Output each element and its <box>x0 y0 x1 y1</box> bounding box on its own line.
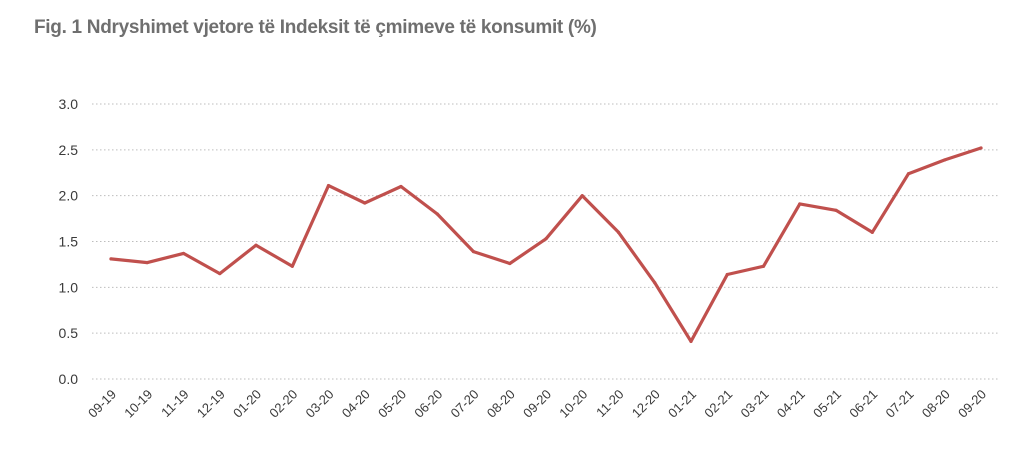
x-tick-label: 03-20 <box>303 387 337 421</box>
x-tick-label: 03-21 <box>738 387 772 421</box>
x-tick-label: 10-20 <box>556 387 590 421</box>
y-tick-label: 2.5 <box>59 142 79 158</box>
data-point <box>145 260 149 265</box>
x-tick-label: 12-19 <box>194 387 228 421</box>
x-tick-label: 09-20 <box>955 387 989 421</box>
data-point <box>508 261 512 266</box>
data-point <box>616 230 621 234</box>
x-tick-label: 01-20 <box>230 387 264 421</box>
x-tick-label: 09-19 <box>85 387 119 421</box>
x-tick-label: 12-20 <box>629 387 663 421</box>
data-point <box>943 158 947 162</box>
data-point <box>181 251 186 256</box>
data-point <box>761 264 766 268</box>
x-tick-label: 09-20 <box>520 387 554 421</box>
data-point <box>725 272 729 277</box>
series-line <box>109 146 983 343</box>
y-tick-label: 2.0 <box>59 188 79 204</box>
data-point <box>109 257 113 261</box>
x-tick-label: 07-20 <box>448 387 482 421</box>
y-tick-label: 0.5 <box>59 325 79 341</box>
x-tick-label: 10-19 <box>121 387 155 421</box>
x-tick-label: 08-20 <box>484 387 518 421</box>
data-point <box>798 202 802 206</box>
data-point <box>580 194 584 198</box>
data-point <box>435 212 439 216</box>
data-point <box>218 271 222 276</box>
y-tick-label: 3.0 <box>59 96 79 112</box>
y-tick-label: 0.0 <box>59 371 79 387</box>
x-tick-label: 04-21 <box>774 387 808 421</box>
data-point <box>906 172 911 176</box>
x-axis-ticks: 09-19 10-19 11-19 12-19 01-20 02-20 03-20 04-20… <box>85 387 989 421</box>
x-tick-label: 08-20 <box>919 387 953 421</box>
x-tick-label: 07-21 <box>883 387 917 421</box>
data-point <box>689 339 693 344</box>
x-tick-label: 05-21 <box>810 387 844 421</box>
data-point <box>399 184 403 189</box>
data-point <box>290 264 294 268</box>
x-tick-label: 05-20 <box>375 387 409 421</box>
data-point <box>653 281 657 285</box>
x-tick-label: 11-19 <box>158 387 191 420</box>
y-axis-ticks: 0.0 0.5 1.0 1.5 2.0 2.5 3.0 <box>59 96 79 387</box>
x-tick-label: 02-21 <box>701 387 735 421</box>
x-tick-label: 06-21 <box>846 387 880 421</box>
x-tick-label: 06-20 <box>411 387 445 421</box>
y-tick-label: 1.0 <box>59 279 79 295</box>
data-point <box>979 146 983 150</box>
data-point <box>544 237 548 241</box>
chart-title: Fig. 1 Ndryshimet vjetore të Indeksit të… <box>34 17 597 38</box>
data-point <box>254 243 258 247</box>
x-tick-label: 01-21 <box>665 387 699 421</box>
x-tick-label: 04-20 <box>339 387 373 421</box>
data-point <box>363 201 367 205</box>
data-point <box>870 230 874 234</box>
data-point <box>834 208 838 212</box>
y-tick-label: 1.5 <box>59 234 79 250</box>
data-point <box>326 183 331 188</box>
x-tick-label: 02-20 <box>266 387 300 421</box>
x-tick-label: 11-20 <box>593 387 626 420</box>
grid-lines <box>92 103 1000 380</box>
data-point <box>471 249 476 254</box>
series-layer <box>109 146 983 344</box>
